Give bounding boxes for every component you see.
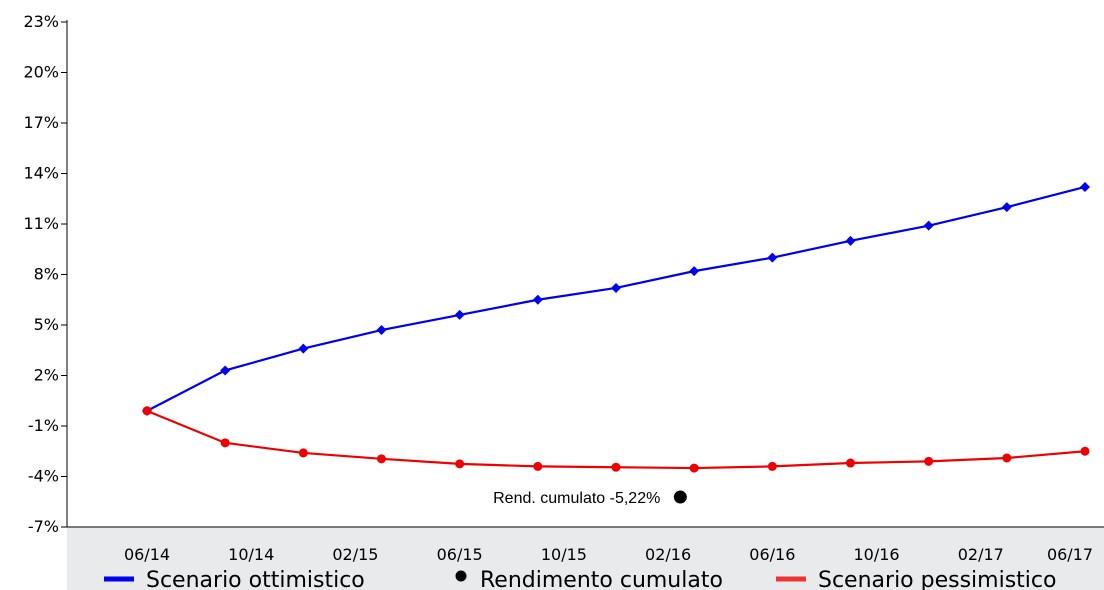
legend-item: Scenario pessimistico [776, 568, 1056, 590]
data-point [611, 282, 621, 293]
y-tick-label: 14% [23, 164, 59, 183]
data-point [220, 438, 230, 448]
data-point [689, 463, 699, 473]
data-point [1080, 181, 1090, 192]
legend-label: Rendimento cumulato [480, 568, 723, 590]
y-axis: 23% 20% 17% 14% 11% 8% 5% 2% -1% -4% -7% [23, 12, 68, 536]
data-point [845, 235, 856, 246]
series-line [146, 409, 1086, 470]
legend-label: Scenario ottimistico [146, 568, 365, 590]
data-point [377, 454, 386, 464]
data-point [767, 461, 777, 471]
data-point [532, 294, 543, 305]
data-point [298, 448, 308, 458]
data-point [689, 266, 700, 277]
data-point [1002, 453, 1012, 463]
x-tick-label: 06/15 [437, 545, 483, 564]
data-point [376, 325, 387, 336]
y-tick-label: -1% [28, 416, 59, 435]
y-tick-label: 8% [34, 265, 59, 284]
data-point [923, 220, 934, 231]
y-tick-label: -7% [28, 517, 59, 536]
x-tick-label: 06/16 [749, 545, 795, 564]
x-tick-label: 02/16 [645, 545, 691, 564]
legend-item: Scenario ottimistico [104, 568, 365, 590]
data-point [1001, 202, 1012, 213]
y-tick-label: 20% [23, 63, 59, 82]
y-tick-label: 23% [23, 12, 59, 31]
legend-swatch [776, 576, 806, 582]
data-point [1080, 446, 1090, 456]
x-axis: 06/14 10/14 02/15 06/15 10/15 02/16 06/16 10/16… [67, 526, 1104, 564]
cumulative-return-label: Rend. cumulato -5,22% [493, 490, 660, 507]
series-ottimistico [142, 181, 1090, 416]
legend: Scenario ottimistico Rendimento cumulato S… [104, 568, 1056, 590]
legend-swatch [104, 576, 134, 582]
x-tick-label: 10/15 [541, 545, 587, 564]
data-point [924, 456, 934, 466]
data-point [846, 458, 855, 468]
legend-item: Rendimento cumulato [455, 568, 723, 590]
y-tick-label: 5% [34, 315, 59, 334]
data-point [298, 343, 309, 354]
x-tick-label: 06/17 [1047, 545, 1093, 564]
data-point [454, 309, 465, 320]
x-tick-label: 06/14 [124, 545, 170, 564]
data-point [220, 365, 231, 376]
x-tick-label: 02/17 [958, 545, 1004, 564]
series-pessimistico [142, 406, 1090, 473]
y-tick-label: 17% [23, 113, 59, 132]
cumulative-return-point [673, 490, 687, 504]
point-layer: Rend. cumulato -5,22% [493, 490, 687, 507]
legend-swatch [455, 570, 467, 582]
data-point [455, 459, 465, 469]
x-tick-label: 10/16 [854, 545, 900, 564]
series-layer [142, 181, 1090, 473]
data-point [142, 406, 152, 416]
x-tick-label: 02/15 [332, 545, 378, 564]
data-point [611, 462, 621, 472]
x-axis-band [67, 527, 1104, 590]
data-point [533, 461, 543, 471]
legend-label: Scenario pessimistico [818, 568, 1056, 590]
y-tick-label: 11% [23, 214, 59, 233]
y-tick-label: -4% [28, 467, 59, 486]
series-line [146, 185, 1086, 412]
x-tick-label: 10/14 [228, 545, 274, 564]
y-tick-label: 2% [34, 366, 59, 385]
data-point [767, 252, 778, 263]
